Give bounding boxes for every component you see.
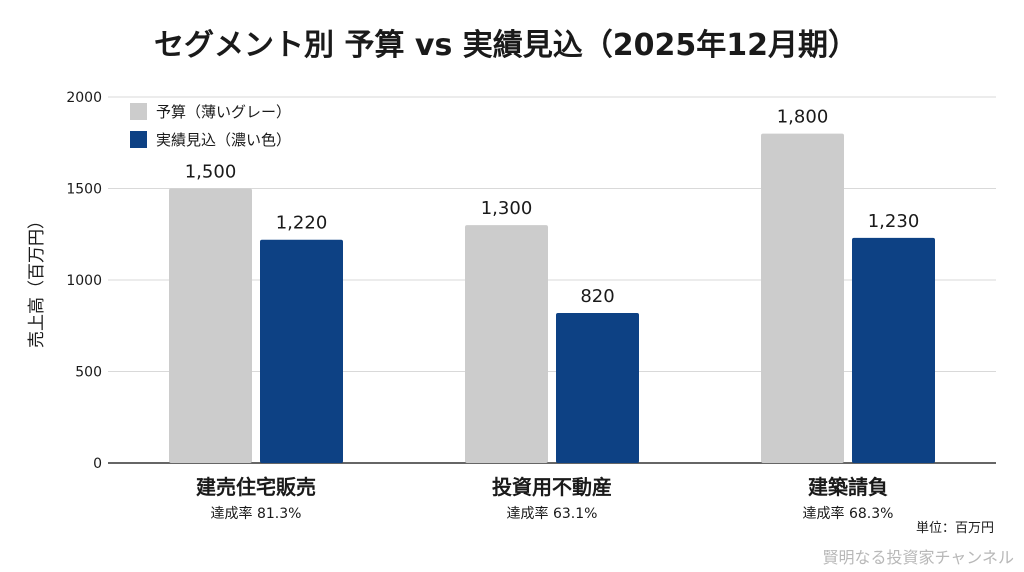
- achievement-rate-label: 達成率 63.1%: [507, 505, 598, 522]
- forecast-value-label: 1,230: [868, 211, 920, 232]
- forecast-bar: [556, 312, 639, 463]
- channel-watermark: 賢明なる投資家チャンネル: [822, 548, 1014, 567]
- budget-value-label: 1,300: [481, 198, 533, 219]
- x-category-label: 投資用不動産: [492, 475, 612, 499]
- legend-swatch: [130, 131, 147, 148]
- legend-swatch: [130, 103, 147, 120]
- achievement-rate-label: 達成率 68.3%: [803, 505, 894, 522]
- budget-bar: [761, 133, 844, 463]
- achievement-rate-label: 達成率 81.3%: [211, 505, 302, 522]
- y-tick-label: 1500: [66, 182, 102, 198]
- bars-layer: [169, 133, 935, 463]
- forecast-bar: [852, 237, 935, 463]
- budget-value-label: 1,800: [777, 107, 829, 128]
- grid-layer: 0 500 1000 1500 2000: [66, 90, 996, 472]
- y-tick-label: 1000: [66, 273, 102, 289]
- y-axis-label: 売上高（百万円）: [27, 212, 47, 348]
- legend: 予算（薄いグレー） 実績見込（濃い色）: [130, 103, 291, 149]
- legend-label: 予算（薄いグレー）: [156, 103, 291, 121]
- x-category-label: 建築請負: [808, 475, 888, 499]
- unit-note: 単位：百万円: [916, 520, 994, 536]
- y-tick-label: 500: [75, 365, 102, 381]
- chart-title: セグメント別 予算 vs 実績見込（2025年12月期）: [154, 28, 858, 63]
- budget-bar: [169, 188, 252, 463]
- budget-value-label: 1,500: [185, 162, 237, 183]
- forecast-bar: [260, 239, 343, 463]
- forecast-value-label: 820: [580, 286, 614, 307]
- budget-bar: [465, 225, 548, 463]
- y-tick-label: 0: [93, 456, 102, 472]
- legend-label: 実績見込（濃い色）: [156, 131, 291, 149]
- y-tick-label: 2000: [66, 90, 102, 106]
- forecast-value-label: 1,220: [276, 213, 328, 234]
- x-category-label: 建売住宅販売: [196, 475, 316, 499]
